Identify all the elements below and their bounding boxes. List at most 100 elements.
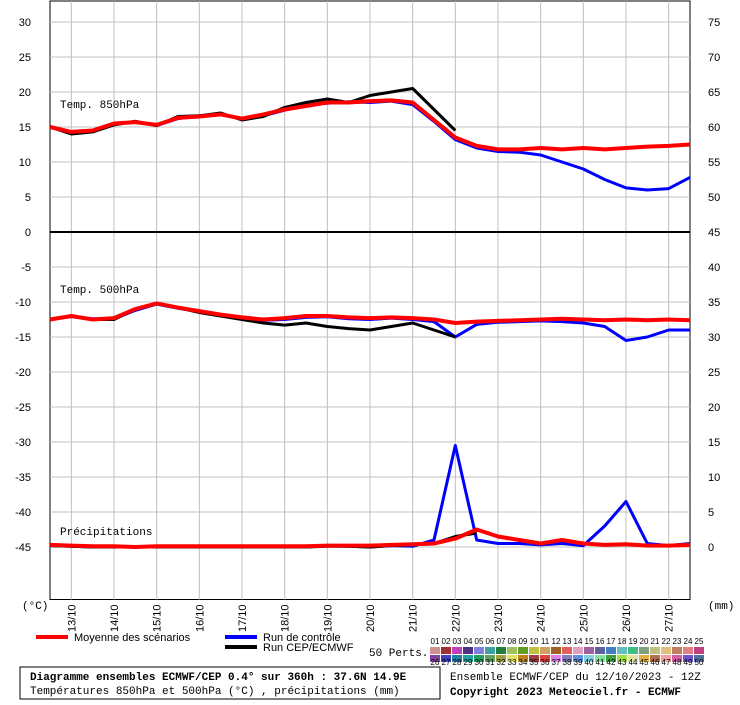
perturbation-swatch — [683, 655, 693, 662]
perturbation-swatch — [595, 647, 605, 654]
x-tick-label: 23/10 — [493, 604, 505, 632]
perturbation-label: 32 — [497, 658, 506, 667]
y-tick-label: -45 — [15, 542, 31, 554]
perturbation-label: 20 — [640, 637, 649, 646]
perturbation-swatch — [606, 647, 616, 654]
y2-tick-label: 70 — [708, 52, 720, 64]
perturbation-swatch — [518, 655, 528, 662]
y2-tick-label: 5 — [708, 507, 714, 519]
y-tick-label: 15 — [19, 122, 31, 134]
perturbation-swatch — [661, 655, 671, 662]
x-tick-label: 18/10 — [280, 604, 292, 632]
y2-tick-label: 35 — [708, 297, 720, 309]
perturbation-label: 07 — [497, 637, 506, 646]
y2-tick-label: 65 — [708, 87, 720, 99]
perturbation-swatch — [452, 647, 462, 654]
perturbation-swatch — [540, 655, 550, 662]
perturbation-swatch — [463, 647, 473, 654]
perturbation-label: 24 — [684, 637, 693, 646]
y-tick-label: -5 — [21, 262, 31, 274]
y-tick-label: 5 — [25, 192, 31, 204]
perturbation-swatch — [430, 647, 440, 654]
perturbation-label: 04 — [464, 637, 473, 646]
perturbation-label: 28 — [453, 658, 462, 667]
perturbation-label: 35 — [530, 658, 539, 667]
perturbation-label: 15 — [585, 637, 594, 646]
perturbation-swatch — [562, 655, 572, 662]
perturbation-label: 31 — [486, 658, 495, 667]
perturbation-label: 46 — [651, 658, 660, 667]
perturbation-swatch — [617, 647, 627, 654]
x-tick-label: 14/10 — [109, 604, 121, 632]
y-tick-label: -25 — [15, 402, 31, 414]
y2-tick-label: 25 — [708, 367, 720, 379]
perturbation-label: 42 — [607, 658, 616, 667]
perturbation-swatch — [584, 655, 594, 662]
perturbation-label: 21 — [651, 637, 660, 646]
perturbation-swatch — [683, 647, 693, 654]
perturbation-label: 06 — [486, 637, 495, 646]
x-tick-label: 24/10 — [536, 604, 548, 632]
perturbation-label: 50 — [695, 658, 704, 667]
y2-tick-label: 45 — [708, 227, 720, 239]
x-tick-label: 16/10 — [194, 604, 206, 632]
y-tick-label: -20 — [15, 367, 31, 379]
perturbation-label: 48 — [673, 658, 682, 667]
perturbation-swatch — [650, 655, 660, 662]
perturbation-swatch — [672, 655, 682, 662]
perturbation-label: 08 — [508, 637, 517, 646]
perturbation-label: 23 — [673, 637, 682, 646]
perturbation-label: 33 — [508, 658, 517, 667]
perturbation-label: 18 — [618, 637, 627, 646]
y-tick-label: 10 — [19, 157, 31, 169]
y-tick-label: -35 — [15, 472, 31, 484]
x-tick-label: 17/10 — [237, 604, 249, 632]
y-tick-label: -30 — [15, 437, 31, 449]
perturbation-label: 26 — [431, 658, 440, 667]
x-tick-label: 13/10 — [66, 604, 78, 632]
y2-tick-label: 40 — [708, 262, 720, 274]
perturbation-swatch — [606, 655, 616, 662]
x-tick-label: 15/10 — [152, 604, 164, 632]
perturbation-swatch — [672, 647, 682, 654]
perturbation-label: 02 — [442, 637, 451, 646]
perturbation-label: 14 — [574, 637, 583, 646]
y-tick-label: 30 — [19, 17, 31, 29]
legend-label: Run de contrôle — [263, 632, 341, 644]
perturbation-swatch — [650, 647, 660, 654]
y2-tick-label: 20 — [708, 402, 720, 414]
y-axis-label: (°C) — [22, 601, 48, 613]
y-tick-label: -40 — [15, 507, 31, 519]
perturbation-swatch — [551, 655, 561, 662]
y-tick-label: -10 — [15, 297, 31, 309]
perturbation-swatch — [661, 647, 671, 654]
x-tick-label: 25/10 — [578, 604, 590, 632]
footer-title: Diagramme ensembles ECMWF/CEP 0.4° sur 3… — [30, 672, 407, 684]
perturbation-swatch — [573, 655, 583, 662]
perturbation-label: 34 — [519, 658, 528, 667]
footer-copyright: Copyright 2023 Meteociel.fr - ECMWF — [450, 687, 681, 699]
y-tick-label: 25 — [19, 52, 31, 64]
perturbation-label: 13 — [563, 637, 572, 646]
perturbation-label: 47 — [662, 658, 671, 667]
legend-label: Moyenne des scénarios — [74, 632, 191, 644]
footer-subtitle: Températures 850hPa et 500hPa (°C) , pré… — [30, 686, 400, 698]
perturbation-swatch — [595, 655, 605, 662]
perturbation-swatch — [540, 647, 550, 654]
perturbation-swatch — [584, 647, 594, 654]
perturbation-swatch — [452, 655, 462, 662]
perturbation-label: 09 — [519, 637, 528, 646]
perturbation-label: 22 — [662, 637, 671, 646]
perturbation-label: 38 — [563, 658, 572, 667]
y2-tick-label: 50 — [708, 192, 720, 204]
series-line — [49, 98, 691, 152]
y2-axis-label: (mm) — [708, 601, 734, 613]
perturbation-label: 49 — [684, 658, 693, 667]
panel-label: Temp. 500hPa — [60, 285, 140, 297]
perturbation-label: 39 — [574, 658, 583, 667]
perturbation-swatch — [474, 647, 484, 654]
perturbation-swatch — [529, 647, 539, 654]
perturbation-swatch — [485, 655, 495, 662]
perturbation-label: 30 — [475, 658, 484, 667]
